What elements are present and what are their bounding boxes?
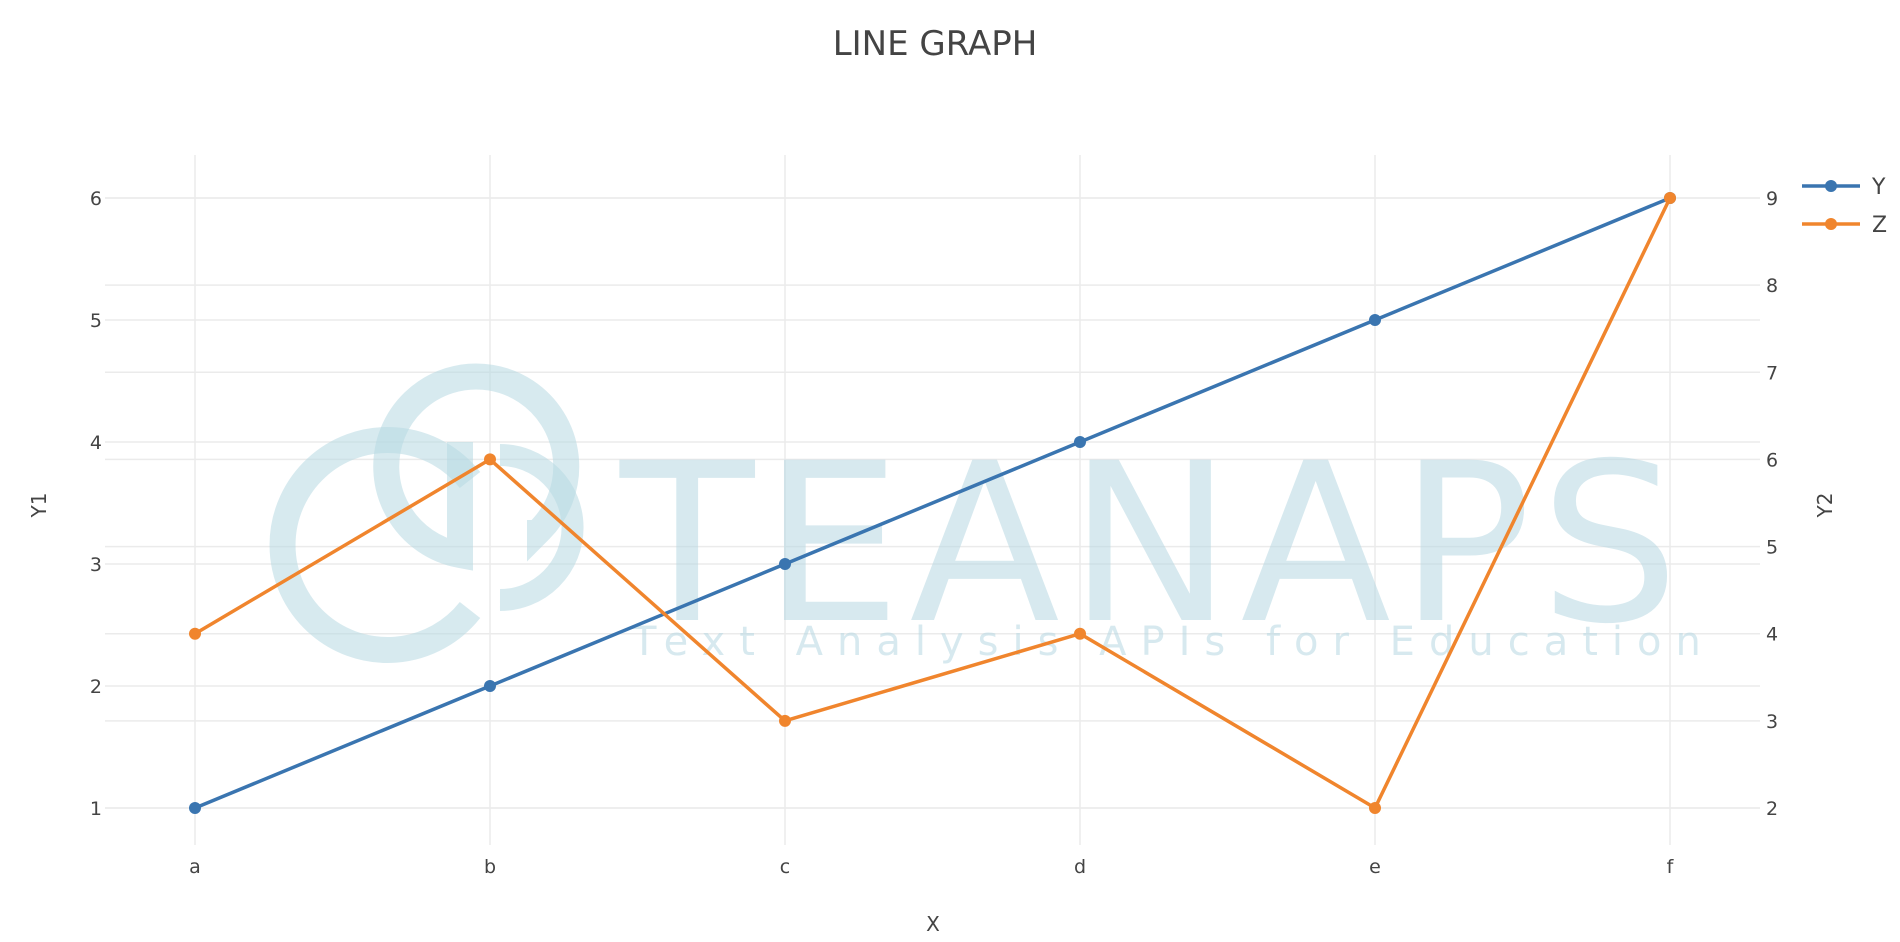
y2-tick-label: 7	[1766, 362, 1778, 384]
series-layer	[189, 192, 1676, 814]
data-point-z[interactable]	[1369, 802, 1381, 814]
y2-tick-label: 3	[1766, 711, 1778, 733]
x-tick-label: b	[484, 856, 496, 878]
data-point-y[interactable]	[189, 802, 201, 814]
y2-tick-label: 8	[1766, 275, 1778, 297]
series-line-z	[194, 197, 1672, 810]
data-point-y[interactable]	[1369, 314, 1381, 326]
y1-tick-label: 6	[90, 188, 102, 210]
data-point-z[interactable]	[189, 627, 201, 640]
y1-tick-label: 1	[90, 798, 102, 820]
chart-title: LINE GRAPH	[833, 24, 1038, 64]
x-tick-label: f	[1667, 856, 1675, 878]
legend-marker-z	[1825, 218, 1837, 230]
x-tick-label: d	[1074, 856, 1086, 878]
x-tick-label: a	[189, 856, 201, 878]
x-tick-label: c	[780, 856, 790, 878]
watermark-tagline: Text Analysis APIs for Education	[631, 619, 1715, 665]
y2-tick-label: 9	[1766, 188, 1778, 210]
y1-tick-label: 2	[90, 676, 102, 698]
y2-tick-label: 4	[1766, 624, 1778, 646]
legend-label-y[interactable]: Y	[1871, 175, 1886, 200]
x-tick-label: e	[1369, 856, 1381, 878]
legend: YZ	[1802, 175, 1887, 238]
y1-tick-label: 5	[90, 310, 102, 332]
y2-tick-label: 5	[1766, 537, 1778, 559]
series-line-y	[194, 196, 1671, 810]
data-point-z[interactable]	[484, 453, 496, 466]
data-point-y[interactable]	[779, 558, 791, 570]
y2-tick-label: 2	[1766, 798, 1778, 820]
watermark: TEANAPS Text Analysis APIs for Education	[269, 363, 1715, 672]
data-point-y[interactable]	[484, 680, 496, 692]
tick-layer: a b c d e f 1 2 3 4 5 6 2 3 4 5 6 7 8 9	[90, 188, 1778, 878]
data-point-z[interactable]	[1664, 192, 1676, 204]
legend-label-z[interactable]: Z	[1872, 213, 1887, 238]
data-point-y[interactable]	[1074, 436, 1086, 448]
y2-axis-title: Y2	[1813, 493, 1837, 519]
y2-tick-label: 6	[1766, 449, 1778, 471]
y1-axis-title: Y1	[27, 493, 51, 519]
watermark-logo-icon	[269, 363, 584, 663]
x-axis-title: X	[926, 912, 940, 936]
data-point-z[interactable]	[779, 714, 791, 727]
legend-marker-y	[1825, 180, 1837, 192]
y1-tick-label: 3	[90, 554, 102, 576]
grid-layer	[105, 155, 1760, 845]
y1-tick-label: 4	[90, 432, 102, 454]
data-point-z[interactable]	[1074, 627, 1086, 640]
